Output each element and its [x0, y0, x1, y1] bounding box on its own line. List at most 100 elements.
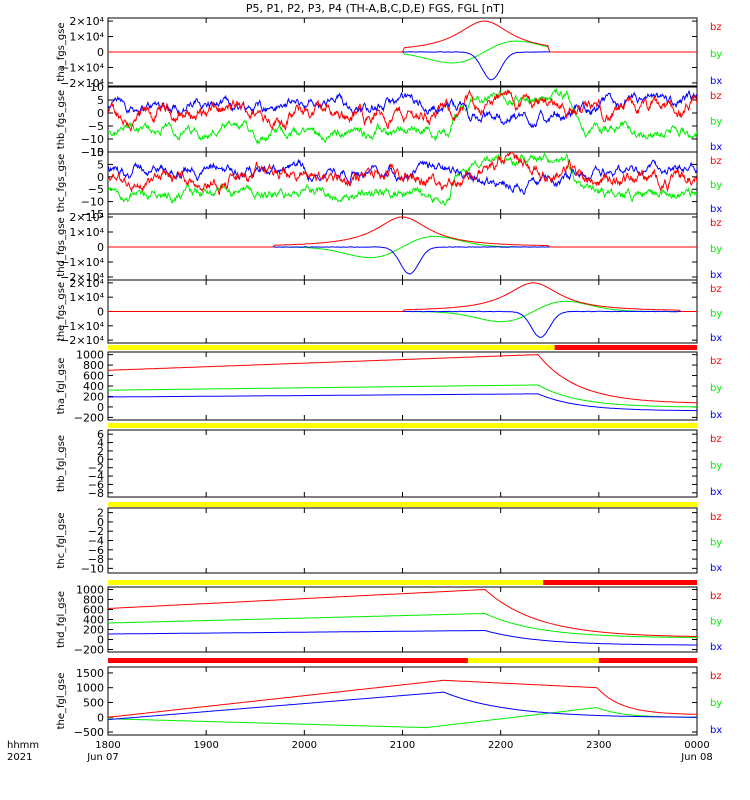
series-bx [108, 310, 697, 338]
flag-bar-red [554, 345, 697, 350]
year-label: 2021 [7, 752, 32, 763]
legend-bz: bz [710, 434, 722, 445]
series-bx [108, 246, 697, 275]
panel-frame [107, 351, 698, 421]
legend-bx: bx [710, 76, 722, 87]
series-bz [108, 679, 697, 718]
legend-by: by [710, 538, 722, 549]
y-tick-label: 0 [97, 46, 104, 59]
series-bx [108, 393, 697, 412]
series-bx [108, 630, 697, 646]
legend-bx: bx [710, 204, 722, 215]
y-axis-label: tha_fgs_gse [56, 22, 67, 81]
legend-by: by [710, 117, 722, 128]
figure-title: P5, P1, P2, P3, P4 (TH-A,B,C,D,E) FGS, F… [246, 2, 504, 15]
y-tick-label: −1×10⁴ [60, 256, 104, 269]
y-tick-label: 2 [97, 445, 104, 458]
legend-bz: bz [710, 156, 722, 167]
y-tick-label: −10 [81, 562, 104, 575]
panel-thc_fgl_gse: 20−2−4−6−8−10 thc_fgl_gse bz by bx [56, 502, 722, 575]
y-tick-label: −8 [88, 553, 104, 566]
y-tick-label: 500 [83, 696, 104, 709]
y-tick-label: −2×10⁴ [60, 271, 104, 284]
y-tick-label: 5 [97, 94, 104, 107]
legend-bx: bx [710, 487, 722, 498]
x-tick-label: 2300 [586, 740, 611, 751]
y-tick-label: −4 [88, 470, 104, 483]
y-tick-label: −8 [88, 487, 104, 500]
series-bx [108, 90, 697, 129]
y-tick-label: 0 [97, 241, 104, 254]
series-bz [108, 20, 697, 53]
flag-bar-yellow [108, 345, 555, 350]
legend-bx: bx [710, 563, 722, 574]
start-date-label: Jun 07 [86, 752, 119, 763]
y-tick-label: 0 [97, 171, 104, 184]
y-tick-label: 0 [97, 306, 104, 319]
y-tick-label: −10 [81, 196, 104, 209]
series-bz [108, 88, 697, 133]
y-tick-label: 6 [97, 428, 104, 441]
legend-by: by [710, 49, 722, 60]
y-tick-label: −6 [88, 544, 104, 557]
y-axis-label: thd_fgl_gse [56, 591, 67, 648]
panel-frame [107, 151, 698, 215]
y-tick-label: −1×10⁴ [60, 320, 104, 333]
legend-bx: bx [710, 725, 722, 736]
legend-bz: bz [710, 91, 722, 102]
y-tick-label: 0 [97, 634, 104, 647]
y-tick-label: −10 [81, 133, 104, 146]
legend-bz: bz [710, 218, 722, 229]
flag-bar-red [108, 658, 468, 663]
y-tick-label: 1000 [76, 682, 104, 695]
legend-by: by [710, 309, 722, 320]
y-tick-label: 0 [97, 516, 104, 529]
legend-bx: bx [710, 142, 722, 153]
y-tick-label: −4 [88, 535, 104, 548]
y-tick-label: −15 [81, 208, 104, 221]
y-tick-label: 1000 [76, 349, 104, 362]
series-bx [108, 51, 697, 81]
y-tick-label: 2×10⁴ [69, 15, 104, 28]
y-tick-label: −2 [88, 525, 104, 538]
y-tick-label: −2 [88, 462, 104, 475]
y-tick-label: 1000 [76, 584, 104, 597]
end-date-label: Jun 08 [680, 752, 713, 763]
y-tick-label: −6 [88, 478, 104, 491]
y-tick-label: 0 [97, 711, 104, 724]
y-tick-label: 600 [83, 604, 104, 617]
legend-by: by [710, 698, 722, 709]
y-tick-label: 1500 [76, 667, 104, 680]
y-axis-label: thb_fgl_gse [56, 435, 67, 492]
y-tick-label: 4 [97, 437, 104, 450]
legend-bx: bx [710, 642, 722, 653]
flag-bar-yellow [108, 502, 697, 507]
time-axis-footer: hhmm 2021 Jun 07 Jun 08 1800 1900 2000 2100… [7, 740, 713, 763]
legend-by: by [710, 617, 722, 628]
y-axis-label: the_fgs_gse [56, 282, 67, 341]
series-by [108, 384, 697, 408]
series-by [108, 87, 697, 146]
y-tick-label: 1×10⁴ [69, 226, 104, 239]
panel-frame [107, 666, 698, 736]
legend-bz: bz [710, 356, 722, 367]
y-axis-label: tha_fgl_gse [56, 358, 67, 415]
series-bz [108, 152, 697, 196]
panel-frame [107, 507, 698, 574]
y-tick-label: 400 [83, 614, 104, 627]
series-bx [108, 158, 697, 195]
y-axis-label: the_fgl_gse [56, 673, 67, 730]
flag-bar-yellow [108, 580, 544, 585]
series-bz [108, 216, 697, 248]
y-tick-label: 1×10⁴ [69, 31, 104, 44]
y-tick-label: 10 [90, 81, 104, 94]
flag-bar-red [598, 658, 697, 663]
